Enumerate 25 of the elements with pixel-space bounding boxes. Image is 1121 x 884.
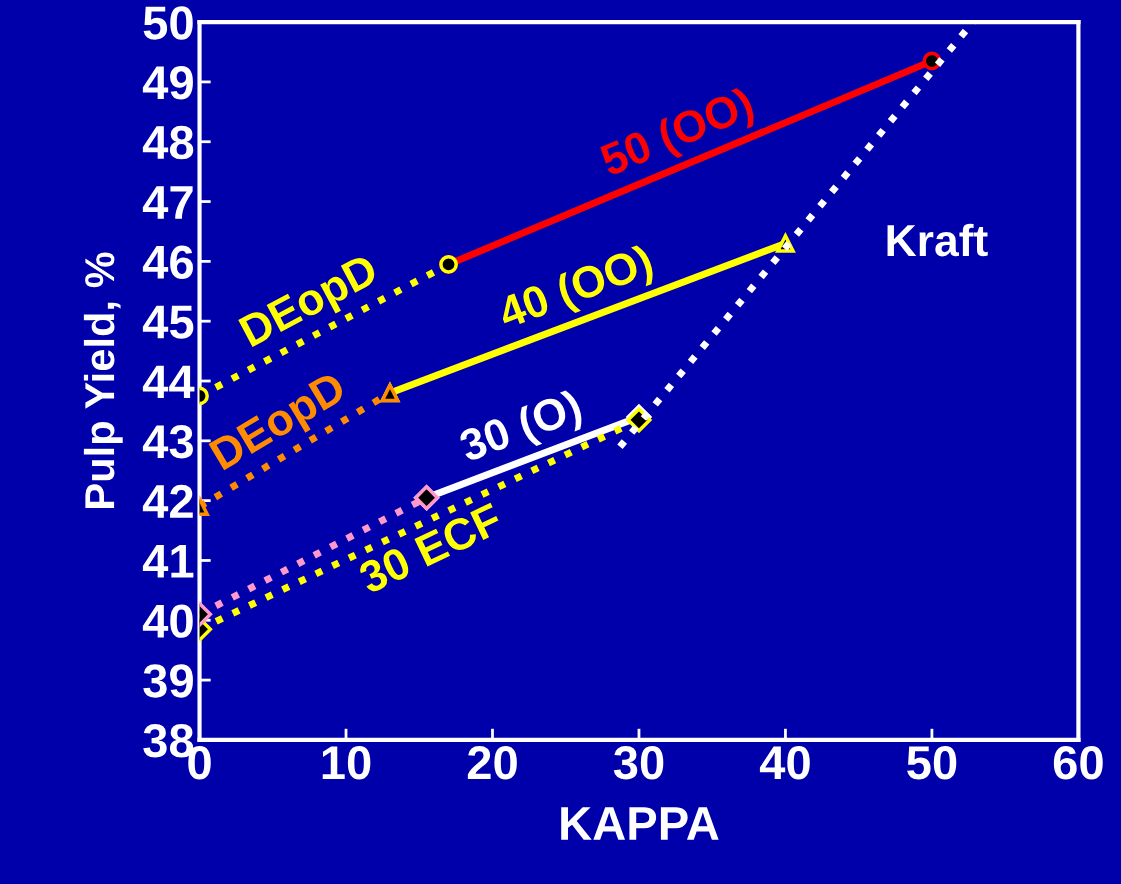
text: 30 ECF <box>356 502 504 595</box>
y-tick-label: 50 <box>143 6 193 40</box>
text: 50 (OO) <box>597 85 759 185</box>
y-tick-label: 48 <box>142 125 194 160</box>
x-tick-label: 60 <box>1053 746 1103 780</box>
y-tick-label: 47 <box>142 186 193 219</box>
y-tick-label: 42 <box>142 484 193 518</box>
text: 30 (O) <box>456 388 587 471</box>
y-tick-label: 40 <box>142 604 193 638</box>
y-axis-title: Pulp Yield, % <box>83 252 123 508</box>
x-tick-label: 40 <box>759 746 810 780</box>
y-tick-label: 43 <box>142 424 193 459</box>
x-tick-label: 30 <box>613 746 664 780</box>
y-tick-label: 41 <box>142 545 194 578</box>
x-tick-label: 10 <box>322 746 371 780</box>
y-tick-label: 49 <box>142 66 193 100</box>
y-tick-label: 45 <box>142 305 194 339</box>
x-tick-label: 20 <box>467 746 517 780</box>
y-tick-label: 44 <box>142 365 195 399</box>
text: 40 (OO) <box>495 243 658 338</box>
series-label: Kraft <box>887 223 988 257</box>
y-tick-label: 46 <box>142 245 193 279</box>
x-axis-title: KAPPA <box>561 807 719 840</box>
y-tick-label: 39 <box>143 664 193 698</box>
x-tick-label: 50 <box>907 746 957 780</box>
